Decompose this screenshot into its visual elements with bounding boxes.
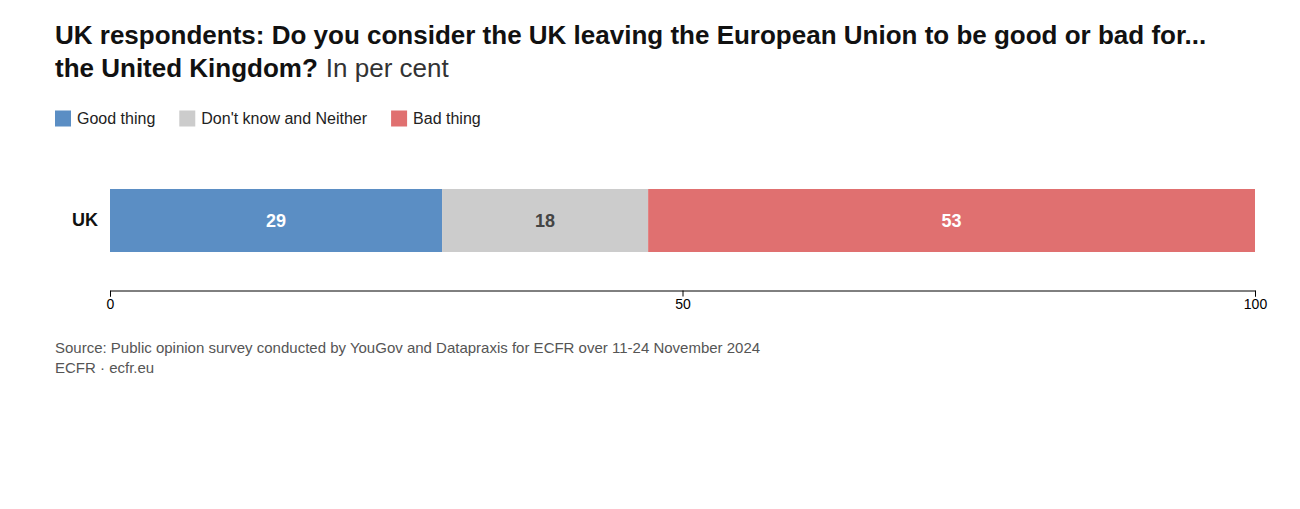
data-label: 29 [266,211,286,231]
annotation-line: ECFR · ecfr.eu [55,359,154,376]
bar [442,189,648,252]
x-tick-label: 50 [675,296,691,312]
bar [110,189,442,252]
title-line: UK respondents: Do you consider the UK l… [55,20,1206,50]
bars [110,189,1255,252]
legend: Good thing Don't know and Neither Bad thin… [55,110,481,127]
x-tick-label: 100 [1244,296,1268,312]
x-axis: 0 50 100 [107,291,1268,313]
legend-swatch [55,111,71,127]
bar [648,189,1255,252]
chart: UK respondents: Do you consider the UK l… [0,0,1300,509]
legend-item: Don't know and Neither [179,110,367,127]
y-axis: UK [72,210,98,230]
legend-item: Bad thing [391,110,481,127]
data-label: 53 [942,211,962,231]
subtitle: In per cent [326,53,450,83]
annotation: Source: Public opinion survey conducted … [55,339,760,376]
title-line: the United Kingdom? [55,53,318,83]
legend-swatch [391,111,407,127]
data-labels: 29 18 53 [266,211,962,231]
legend-label: Don't know and Neither [201,110,367,127]
x-tick: 0 [107,291,115,313]
y-tick-label: UK [72,210,98,230]
title: UK respondents: Do you consider the UK l… [55,20,1206,83]
legend-label: Bad thing [413,110,481,127]
x-tick-label: 0 [107,296,115,312]
legend-label: Good thing [77,110,155,127]
legend-item: Good thing [55,110,155,127]
annotation-line: Source: Public opinion survey conducted … [55,339,760,356]
x-tick: 100 [1244,291,1268,313]
data-label: 18 [535,211,555,231]
x-tick: 50 [675,291,691,313]
legend-swatch [179,111,195,127]
y-tick: UK [72,210,98,230]
